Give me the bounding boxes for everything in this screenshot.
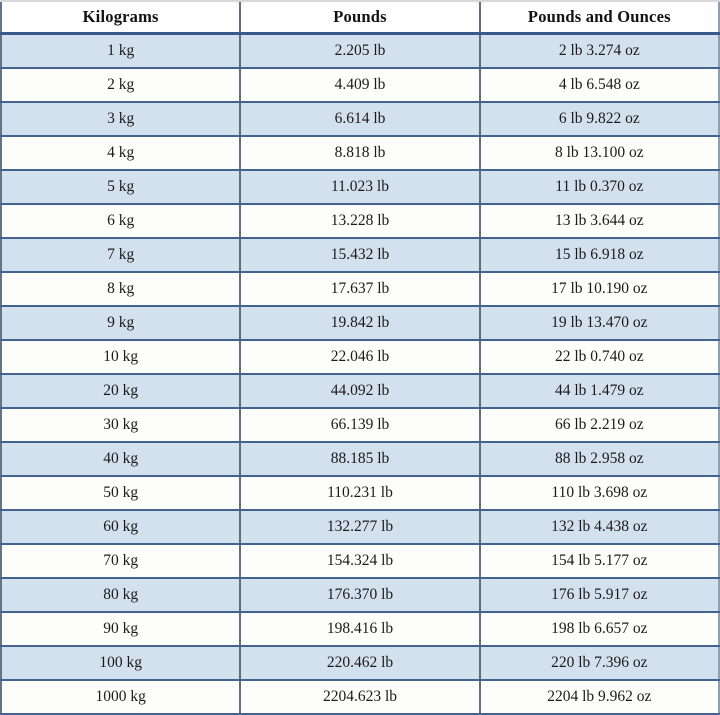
pounds-ounces-cell: 6 lb 9.822 oz (478, 102, 719, 137)
column-header-pounds-and-ounces: Pounds and Ounces (478, 2, 719, 35)
pounds-cell: 154.324 lb (239, 544, 480, 579)
pounds-ounces-cell: 8 lb 13.100 oz (478, 136, 719, 171)
pounds-cell: 13.228 lb (239, 204, 480, 239)
kilograms-cell: 1 kg (1, 33, 241, 69)
pounds-cell: 6.614 lb (239, 102, 480, 137)
pounds-ounces-cell: 220 lb 7.396 oz (478, 646, 719, 681)
pounds-ounces-cell: 66 lb 2.219 oz (478, 408, 719, 443)
table-row: 80 kg 176.370 lb 176 lb 5.917 oz (1, 578, 719, 613)
pounds-ounces-cell: 198 lb 6.657 oz (478, 612, 719, 647)
kilograms-cell: 3 kg (1, 102, 241, 137)
kilograms-cell: 40 kg (1, 442, 241, 477)
pounds-cell: 17.637 lb (239, 272, 480, 307)
table-row: 2 kg 4.409 lb 4 lb 6.548 oz (1, 68, 719, 103)
table-row: 1000 kg 2204.623 lb 2204 lb 9.962 oz (1, 680, 719, 715)
table-row: 9 kg 19.842 lb 19 lb 13.470 oz (1, 306, 719, 341)
pounds-cell: 4.409 lb (239, 68, 480, 103)
pounds-cell: 11.023 lb (239, 170, 480, 205)
kilograms-cell: 70 kg (1, 544, 241, 579)
pounds-ounces-cell: 15 lb 6.918 oz (478, 238, 719, 273)
table-body: 1 kg 2.205 lb 2 lb 3.274 oz 2 kg 4.409 lb 4 l… (1, 33, 719, 715)
table-row: 8 kg 17.637 lb 17 lb 10.190 oz (1, 272, 719, 307)
table-row: 70 kg 154.324 lb 154 lb 5.177 oz (1, 544, 719, 579)
column-header-pounds: Pounds (239, 2, 480, 35)
table-row: 1 kg 2.205 lb 2 lb 3.274 oz (1, 33, 719, 69)
pounds-ounces-cell: 19 lb 13.470 oz (478, 306, 719, 341)
pounds-cell: 220.462 lb (239, 646, 480, 681)
pounds-cell: 66.139 lb (239, 408, 480, 443)
pounds-ounces-cell: 176 lb 5.917 oz (478, 578, 719, 613)
kilograms-cell: 100 kg (1, 646, 241, 681)
pounds-ounces-cell: 17 lb 10.190 oz (478, 272, 719, 307)
pounds-cell: 110.231 lb (239, 476, 480, 511)
table-row: 7 kg 15.432 lb 15 lb 6.918 oz (1, 238, 719, 273)
pounds-ounces-cell: 11 lb 0.370 oz (478, 170, 719, 205)
kilograms-cell: 6 kg (1, 204, 241, 239)
table-header: Kilograms Pounds Pounds and Ounces (1, 2, 719, 35)
pounds-cell: 2204.623 lb (239, 680, 480, 715)
pounds-ounces-cell: 44 lb 1.479 oz (478, 374, 719, 409)
kilograms-cell: 10 kg (1, 340, 241, 375)
kilograms-cell: 20 kg (1, 374, 241, 409)
pounds-ounces-cell: 154 lb 5.177 oz (478, 544, 719, 579)
column-header-kilograms: Kilograms (1, 2, 241, 35)
pounds-cell: 88.185 lb (239, 442, 480, 477)
pounds-cell: 19.842 lb (239, 306, 480, 341)
table-row: 40 kg 88.185 lb 88 lb 2.958 oz (1, 442, 719, 477)
pounds-ounces-cell: 22 lb 0.740 oz (478, 340, 719, 375)
pounds-cell: 132.277 lb (239, 510, 480, 545)
pounds-cell: 176.370 lb (239, 578, 480, 613)
pounds-ounces-cell: 110 lb 3.698 oz (478, 476, 719, 511)
pounds-cell: 22.046 lb (239, 340, 480, 375)
kilograms-cell: 30 kg (1, 408, 241, 443)
pounds-ounces-cell: 13 lb 3.644 oz (478, 204, 719, 239)
table-row: 5 kg 11.023 lb 11 lb 0.370 oz (1, 170, 719, 205)
header-row: Kilograms Pounds Pounds and Ounces (1, 2, 719, 35)
kilograms-cell: 50 kg (1, 476, 241, 511)
kilograms-cell: 2 kg (1, 68, 241, 103)
table-row: 60 kg 132.277 lb 132 lb 4.438 oz (1, 510, 719, 545)
table-row: 20 kg 44.092 lb 44 lb 1.479 oz (1, 374, 719, 409)
pounds-ounces-cell: 132 lb 4.438 oz (478, 510, 719, 545)
pounds-cell: 15.432 lb (239, 238, 480, 273)
pounds-ounces-cell: 88 lb 2.958 oz (478, 442, 719, 477)
table-row: 100 kg 220.462 lb 220 lb 7.396 oz (1, 646, 719, 681)
pounds-cell: 2.205 lb (239, 33, 480, 69)
table-row: 4 kg 8.818 lb 8 lb 13.100 oz (1, 136, 719, 171)
pounds-ounces-cell: 2 lb 3.274 oz (478, 33, 719, 69)
kilograms-cell: 9 kg (1, 306, 241, 341)
kilograms-cell: 1000 kg (1, 680, 241, 715)
kilograms-cell: 80 kg (1, 578, 241, 613)
kilograms-cell: 7 kg (1, 238, 241, 273)
pounds-ounces-cell: 4 lb 6.548 oz (478, 68, 719, 103)
pounds-cell: 198.416 lb (239, 612, 480, 647)
table-row: 90 kg 198.416 lb 198 lb 6.657 oz (1, 612, 719, 647)
pounds-cell: 44.092 lb (239, 374, 480, 409)
kilograms-cell: 8 kg (1, 272, 241, 307)
table-row: 30 kg 66.139 lb 66 lb 2.219 oz (1, 408, 719, 443)
table-row: 3 kg 6.614 lb 6 lb 9.822 oz (1, 102, 719, 137)
kilograms-cell: 90 kg (1, 612, 241, 647)
pounds-cell: 8.818 lb (239, 136, 480, 171)
kilograms-cell: 5 kg (1, 170, 241, 205)
pounds-ounces-cell: 2204 lb 9.962 oz (478, 680, 719, 715)
kilograms-cell: 4 kg (1, 136, 241, 171)
table-row: 50 kg 110.231 lb 110 lb 3.698 oz (1, 476, 719, 511)
table-row: 10 kg 22.046 lb 22 lb 0.740 oz (1, 340, 719, 375)
table-row: 6 kg 13.228 lb 13 lb 3.644 oz (1, 204, 719, 239)
kilograms-cell: 60 kg (1, 510, 241, 545)
